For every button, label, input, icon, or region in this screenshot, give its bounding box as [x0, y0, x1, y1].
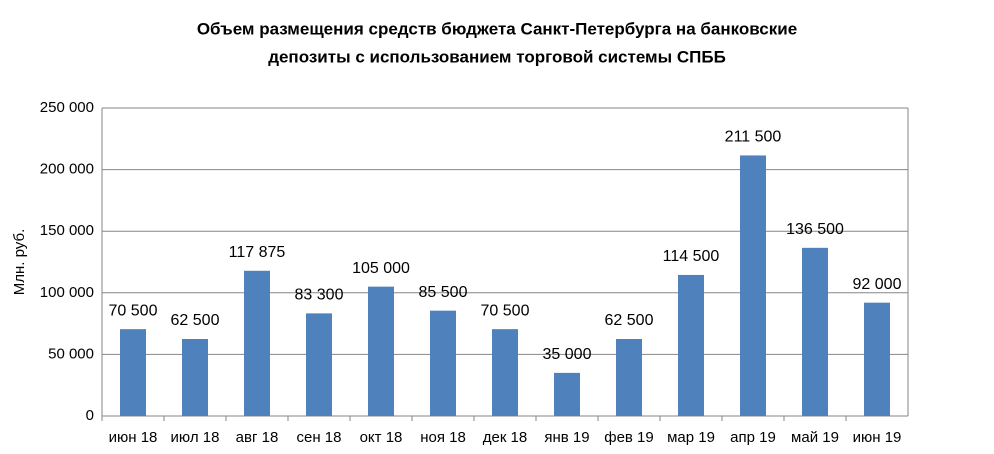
y-tick-label: 250 000 [40, 99, 94, 116]
y-tick-label: 50 000 [48, 345, 94, 362]
bar [740, 155, 766, 416]
y-tick-label: 150 000 [40, 222, 94, 239]
data-label: 105 000 [352, 260, 410, 277]
x-tick-label: авг 18 [236, 429, 279, 446]
data-label: 83 300 [295, 287, 344, 304]
y-axis-label: Млн. руб. [11, 229, 28, 295]
y-tick-label: 100 000 [40, 284, 94, 301]
bar [554, 372, 580, 416]
data-label: 85 500 [419, 284, 468, 301]
bar [368, 286, 394, 416]
chart-title: Объем размещения средств бюджета Санкт-П… [197, 19, 797, 38]
x-tick-label: июн 19 [853, 429, 902, 446]
x-tick-label: фев 19 [604, 429, 654, 446]
bar [430, 310, 456, 416]
x-tick-label: июн 18 [109, 429, 158, 446]
x-tick-label: окт 18 [360, 429, 403, 446]
data-label: 211 500 [725, 129, 782, 146]
x-tick-label: май 19 [791, 429, 839, 446]
x-tick-label: дек 18 [483, 429, 528, 446]
y-tick-label: 0 [86, 407, 94, 424]
data-label: 117 875 [229, 244, 286, 261]
x-tick-label: мар 19 [667, 429, 715, 446]
x-tick-label: ноя 18 [420, 429, 466, 446]
data-label: 70 500 [481, 302, 530, 319]
bar [244, 270, 270, 416]
x-tick-label: янв 19 [544, 429, 589, 446]
chart-title: депозиты с использованием торговой систе… [268, 47, 726, 66]
bar [182, 339, 208, 416]
bar [306, 313, 332, 416]
data-label: 62 500 [605, 312, 654, 329]
bar [802, 247, 828, 416]
data-label: 62 500 [171, 312, 220, 329]
data-label: 114 500 [663, 248, 720, 265]
bar [120, 329, 146, 416]
x-tick-label: апр 19 [730, 429, 776, 446]
bar [616, 339, 642, 416]
x-tick-label: сен 18 [297, 429, 342, 446]
bar [678, 274, 704, 416]
y-tick-label: 200 000 [40, 161, 94, 178]
data-label: 70 500 [109, 302, 158, 319]
bar [864, 302, 890, 416]
data-label: 92 000 [853, 276, 902, 293]
bar [492, 329, 518, 416]
data-label: 136 500 [786, 221, 844, 238]
data-label: 35 000 [543, 346, 592, 363]
x-tick-label: июл 18 [171, 429, 220, 446]
